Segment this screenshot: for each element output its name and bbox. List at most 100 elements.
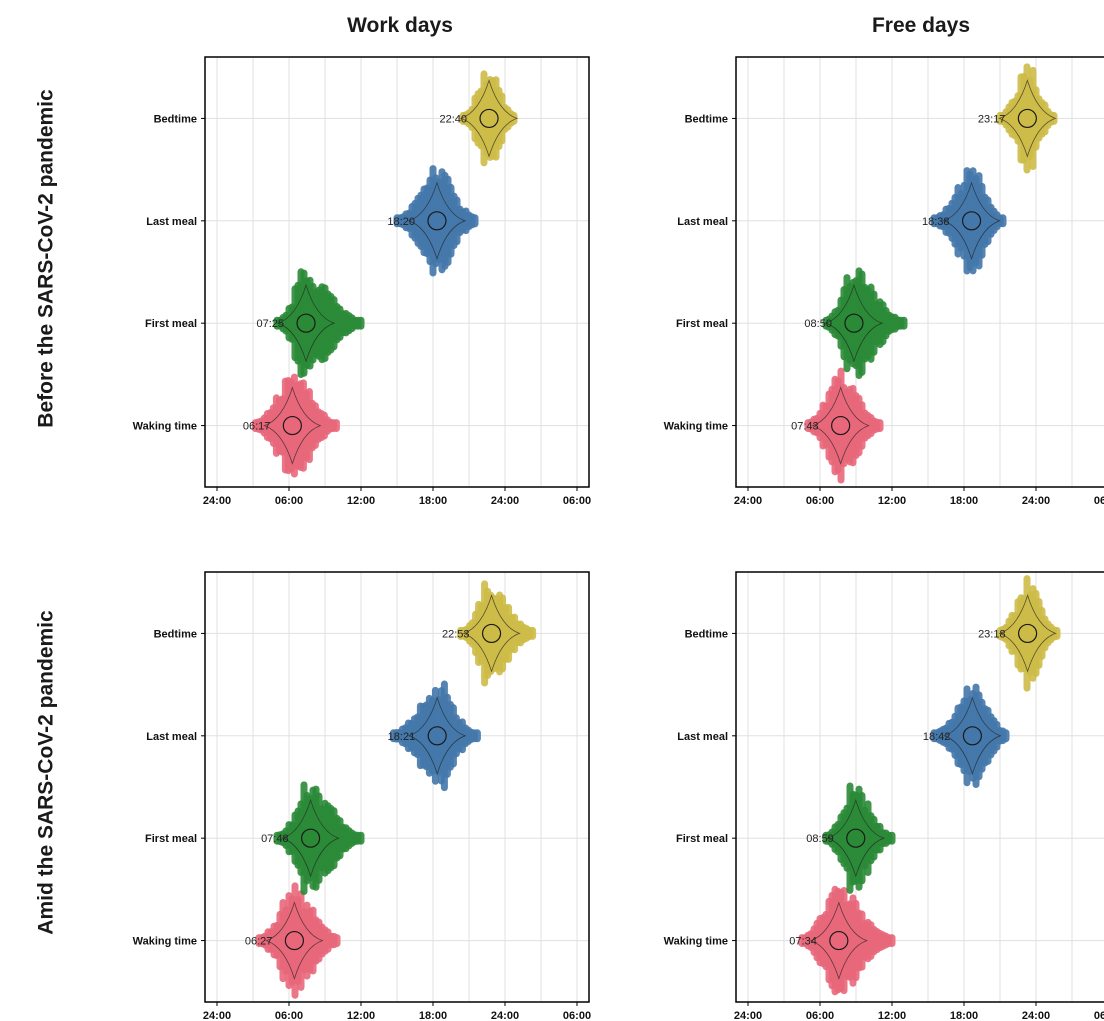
y-tick-label-first-meal: First meal [676,318,728,330]
median-marker-first-meal [301,828,321,848]
x-tick-label: 06:00 [275,495,303,507]
median-marker-bedtime [479,108,499,129]
violin-outline [824,283,884,363]
grid [205,57,589,487]
points [798,575,1061,996]
median-label: 22:40 [440,113,468,125]
median-label: 23:18 [978,628,1006,640]
y-tick-label-last-meal: Last meal [146,216,197,228]
column-title-work-days: Work days [347,14,453,37]
panel-2: 07:43 08:50 18:38 23:17 Waking time First mea… [664,56,1104,507]
points [251,70,519,478]
y-tick-label-waking-time: Waking time [664,421,728,433]
panel-frame [735,571,1104,1003]
violin-outline [281,798,340,878]
median-label: 18:20 [387,216,415,228]
x-tick-label: 06:00 [806,495,834,507]
panel-4: 07:34 08:59 18:42 23:18 Waking time First mea… [664,571,1104,1021]
violin-outline [407,696,467,776]
violin-outline [811,386,870,465]
panel-frame [204,571,590,1003]
x-tick-label: 06:00 [806,1010,834,1021]
panel-frame [204,56,590,488]
y-tick-label-first-meal: First meal [676,833,728,845]
median-label: 18:42 [923,731,951,743]
violin-outline [459,79,519,158]
x-tick-label: 18:00 [419,1010,447,1021]
y-tick-label-first-meal: First meal [145,833,197,845]
median-label: 18:38 [922,216,950,228]
x-tick-label: 06:00 [1094,1010,1104,1021]
violin-outline [276,283,336,363]
y-tick-label-last-meal: Last meal [677,731,728,743]
x-tick-label: 24:00 [734,495,762,507]
median-label: 08:50 [804,318,832,330]
median-label: 07:43 [791,421,819,433]
y-tick-label-first-meal: First meal [145,318,197,330]
panel-1: 06:17 07:25 18:20 22:40 Waking time First mea… [133,56,591,507]
x-tick-label: 06:00 [563,495,591,507]
y-tick-label-bedtime: Bedtime [685,113,728,125]
violin-outline [462,594,521,673]
violin-outline [407,181,467,261]
x-tick-label: 12:00 [878,1010,906,1021]
median-marker-bedtime [481,623,502,644]
violin-outline [942,181,1001,261]
median-marker-last-meal [962,726,983,746]
median-label: 07:34 [789,936,817,948]
median-marker-first-meal [844,313,864,333]
x-tick-label: 12:00 [347,495,375,507]
median-label: 07:25 [257,318,285,330]
x-tick-label: 18:00 [950,495,978,507]
median-label: 22:53 [442,628,470,640]
x-tick-label: 24:00 [734,1010,762,1021]
median-marker-waking-time [831,415,851,436]
median-label: 18:21 [388,731,416,743]
x-tick-label: 24:00 [1022,1010,1050,1021]
median-marker-bedtime [1017,623,1038,644]
median-marker-first-meal [296,313,316,333]
median-marker-last-meal [961,211,982,231]
violin-outline [998,79,1057,158]
median-marker-last-meal [427,211,447,231]
median-label: 08:59 [806,833,834,845]
violin-outline [263,386,322,465]
median-marker-last-meal [427,726,447,746]
median-marker-waking-time [829,930,849,951]
violin-outline [998,594,1057,673]
x-tick-label: 06:00 [275,1010,303,1021]
x-tick-label: 18:00 [419,495,447,507]
x-tick-label: 24:00 [491,495,519,507]
panel-frame [735,56,1104,488]
x-tick-label: 12:00 [347,1010,375,1021]
x-tick-label: 18:00 [950,1010,978,1021]
y-tick-label-last-meal: Last meal [677,216,728,228]
x-tick-label: 06:00 [1094,495,1104,507]
points [255,580,537,999]
y-tick-label-bedtime: Bedtime [685,628,728,640]
violin-outline [809,901,869,980]
x-tick-label: 24:00 [203,1010,231,1021]
y-tick-label-waking-time: Waking time [664,936,728,948]
y-tick-label-waking-time: Waking time [133,421,197,433]
x-tick-label: 24:00 [1022,495,1050,507]
violin-outline [943,696,1002,776]
column-title-free-days: Free days [871,14,971,37]
points [804,63,1058,484]
panel-3: 06:27 07:48 18:21 22:53 Waking time First mea… [133,571,591,1021]
y-tick-label-bedtime: Bedtime [154,628,197,640]
median-label: 06:17 [243,421,271,433]
median-marker-first-meal [846,828,866,848]
x-tick-label: 12:00 [878,495,906,507]
median-marker-waking-time [282,415,302,436]
x-tick-label: 06:00 [563,1010,591,1021]
x-tick-label: 24:00 [491,1010,519,1021]
median-label: 06:27 [245,936,273,948]
y-tick-label-waking-time: Waking time [133,936,197,948]
x-tick-label: 24:00 [203,495,231,507]
median-marker-bedtime [1017,108,1037,129]
violin-outline [826,798,886,878]
median-marker-waking-time [284,930,304,951]
